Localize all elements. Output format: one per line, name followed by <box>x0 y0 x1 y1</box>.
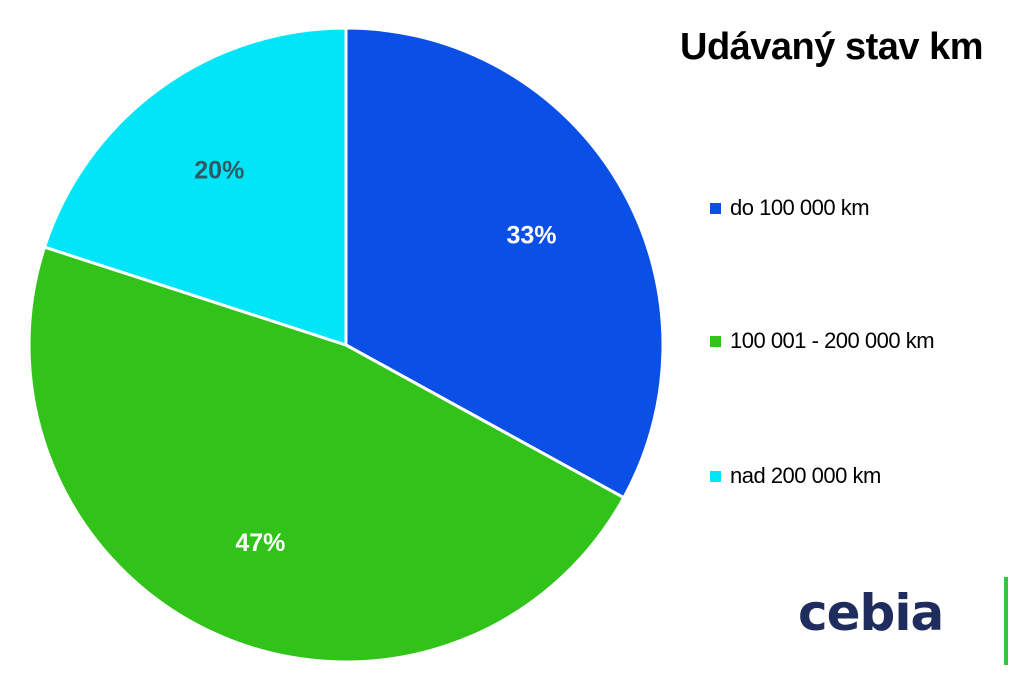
slice-label-100k-to-200k: 47% <box>235 529 285 557</box>
pie-slice-up-to-100k <box>344 26 665 500</box>
legend-label: do 100 000 km <box>730 195 870 220</box>
pie-slice-over-200k <box>43 26 348 347</box>
legend-item-100k-to-200k: 100 001 - 200 000 km <box>710 328 935 354</box>
pie-chart: 33% 47% 20% <box>27 26 665 664</box>
legend-swatch <box>710 335 721 347</box>
legend-label: 100 001 - 200 000 km <box>730 328 935 353</box>
slice-label-up-to-100k: 33% <box>506 221 556 249</box>
pie-slice-100k-to-200k <box>27 245 626 664</box>
legend-item-up-to-100k: do 100 000 km <box>710 195 870 221</box>
brand-accent-bar <box>1004 577 1008 665</box>
legend-label: nad 200 000 km <box>730 463 881 488</box>
legend-item-over-200k: nad 200 000 km <box>710 463 881 489</box>
cebia-logo: cebia <box>798 584 944 642</box>
legend-swatch <box>710 470 721 482</box>
legend-swatch <box>710 202 721 214</box>
slice-label-over-200k: 20% <box>194 157 244 185</box>
chart-title: Udávaný stav km <box>680 26 984 68</box>
